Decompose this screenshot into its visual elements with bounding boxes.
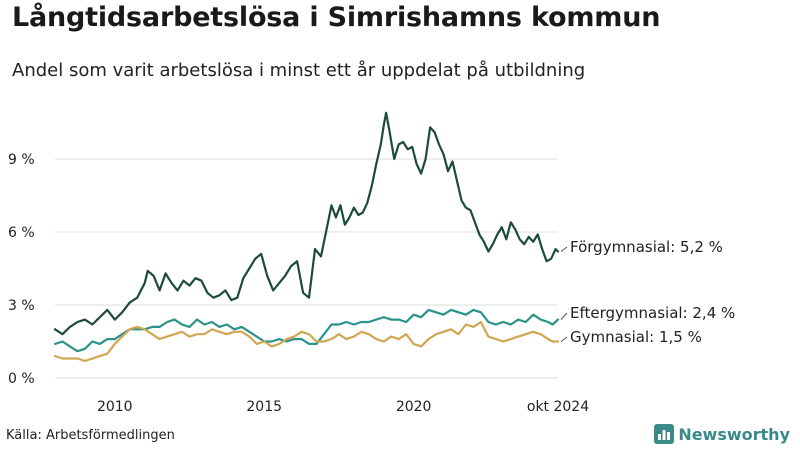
x-tick-label: okt 2024 [527, 399, 589, 415]
brand-logo[interactable]: Newsworthy [654, 424, 790, 444]
x-tick-label: 2010 [97, 399, 133, 415]
brand-name: Newsworthy [678, 424, 790, 444]
source-note: Källa: Arbetsförmedlingen [6, 428, 175, 443]
x-tick-labels: 2010 2015 2020 okt 2024 [97, 399, 589, 415]
end-label-connector [560, 246, 568, 252]
newsworthy-logo-icon [654, 424, 675, 444]
x-tick-label: 2015 [246, 399, 282, 415]
series-line-gymnasial [53, 320, 560, 363]
end-label-connector [560, 312, 568, 320]
y-tick-label: 3 % [8, 298, 35, 314]
grid-lines [55, 158, 558, 379]
series-line-eftergymnasial [53, 308, 560, 353]
series-lines [53, 111, 560, 363]
series-end-label: Eftergymnasial: 2,4 % [570, 304, 735, 322]
series-line-förgymnasial [53, 111, 560, 336]
chart-subtitle: Andel som varit arbetslösa i minst ett å… [12, 60, 586, 81]
end-label-connector [560, 336, 568, 342]
y-tick-label: 6 % [8, 225, 35, 241]
y-tick-labels: 0 % 3 % 6 % 9 % [8, 152, 35, 387]
series-end-label: Förgymnasial: 5,2 % [570, 238, 723, 256]
series-end-labels: Förgymnasial: 5,2 % Eftergymnasial: 2,4 %… [560, 238, 735, 346]
series-end-label: Gymnasial: 1,5 % [570, 328, 702, 346]
y-tick-label: 9 % [8, 152, 35, 168]
x-tick-label: 2020 [396, 399, 432, 415]
chart-title: Långtidsarbetslösa i Simrishamns kommun [12, 2, 661, 33]
y-tick-label: 0 % [8, 371, 35, 387]
